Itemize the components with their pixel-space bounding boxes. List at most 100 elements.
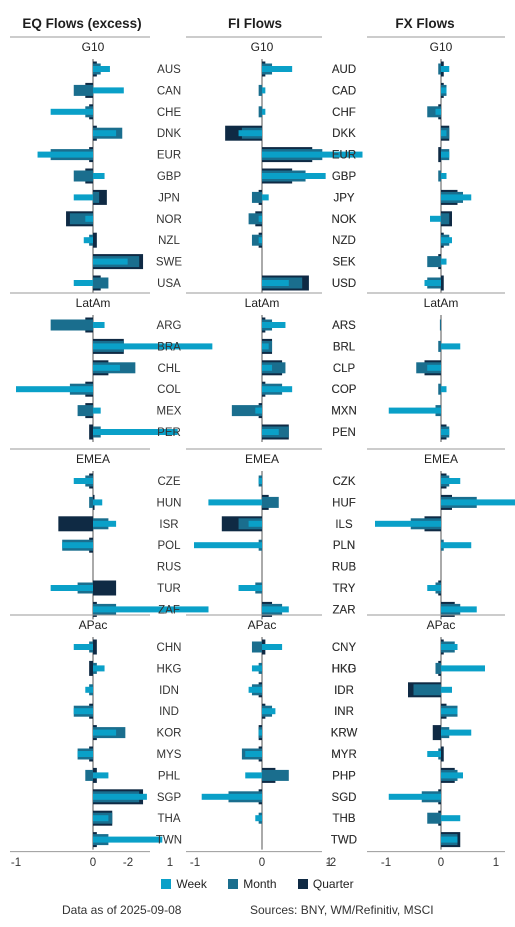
bar-week-chn <box>73 644 93 650</box>
category-label-jpy: JPY <box>333 192 354 204</box>
category-label-chn: CHN <box>157 642 182 654</box>
flows-chart: EQ Flows (excess) G10 AUS CAN CHE DNK EUR GBP JP… <box>10 16 515 869</box>
category-label-can: CAN <box>157 85 181 97</box>
category-label-try: TRY <box>333 583 356 595</box>
fx-category-label-nzd: NZD <box>332 235 356 247</box>
bar-week-clp <box>262 364 273 371</box>
category-label-col: COL <box>157 384 181 396</box>
category-label-ars: ARS <box>332 320 356 332</box>
bar-week-per <box>93 429 178 435</box>
bar-month-idr <box>413 684 441 696</box>
bar-quarter-tur <box>93 580 117 596</box>
fx-category-label-usd: USD <box>332 278 356 290</box>
sources-note: Sources: BNY, WM/Refinitiv, MSCI <box>250 903 434 917</box>
category-label-thb: THB <box>333 813 356 825</box>
fx-category-label-cad: CAD <box>332 85 356 97</box>
bar-week-cny <box>262 644 283 650</box>
bar-week-gbp <box>441 173 447 179</box>
legend-swatch-quarter <box>297 878 308 889</box>
bar-week-aud <box>441 66 450 72</box>
legend-item-week: Week <box>161 877 207 891</box>
category-label-nok: NOK <box>332 214 357 226</box>
legend-item-month: Month <box>228 877 277 891</box>
bar-week-ind <box>73 708 93 715</box>
group-label-apac: APac <box>248 618 277 632</box>
fx-category-label-twd: TWD <box>331 835 357 847</box>
bar-week-czk <box>441 478 461 484</box>
category-label-sgp: SGP <box>157 792 182 804</box>
bar-week-cop <box>262 386 293 393</box>
bar-week-czk <box>258 478 262 484</box>
bar-month-jpy <box>251 191 262 203</box>
bar-week-pen <box>441 429 450 435</box>
fx-category-label-clp: CLP <box>333 363 356 375</box>
bar-month-usa <box>93 277 109 289</box>
fx-category-label-cny: CNY <box>332 642 357 654</box>
bar-week-mys <box>77 751 93 757</box>
category-label-myr: MYR <box>331 749 357 761</box>
bar-month-huf <box>262 496 279 508</box>
category-label-sgd: SGD <box>332 792 357 804</box>
fx-category-label-hkd: HKD <box>332 663 356 675</box>
bar-week-nor <box>85 215 93 222</box>
category-label-mxn: MXN <box>331 406 357 418</box>
category-label-huf: HUF <box>332 497 356 509</box>
bar-week-mxn <box>388 407 441 414</box>
bar-week-thb <box>255 815 262 822</box>
x-tick-label: 1 <box>326 857 332 869</box>
bar-month-brl <box>438 340 441 352</box>
category-label-che: CHE <box>157 107 182 119</box>
fx-category-label-jpy: JPY <box>333 192 354 204</box>
x-tick-label: -2 <box>326 857 336 869</box>
x-tick-label: 0 <box>90 857 96 869</box>
category-label-hkg: HKG <box>332 663 357 675</box>
fx-category-label-myr: MYR <box>331 749 357 761</box>
bar-month-arg <box>50 319 93 331</box>
group-label-emea: EMEA <box>424 452 458 466</box>
category-label-brl: BRL <box>333 341 356 353</box>
bar-week-che <box>50 108 93 115</box>
bar-month-php <box>262 769 289 781</box>
bar-week-zaf <box>93 606 209 613</box>
bar-week-zar <box>441 606 477 613</box>
category-label-cad: CAD <box>332 85 356 97</box>
bar-month-sek <box>427 256 441 268</box>
panel-title-0: EQ Flows (excess) <box>22 16 141 31</box>
bar-month-cop <box>438 383 441 395</box>
category-label-nzl: NZL <box>158 235 180 247</box>
bar-week-swe <box>93 258 128 265</box>
bar-week-dkk <box>441 130 447 137</box>
bar-week-aus <box>93 66 110 72</box>
bar-month-gbp <box>73 170 93 182</box>
x-tick-label: -1 <box>190 857 200 869</box>
bar-week-can <box>93 87 124 94</box>
x-tick-label: 0 <box>259 857 265 869</box>
bar-week-jpy <box>441 194 472 201</box>
bar-quarter-usd <box>441 275 444 291</box>
bar-month-clp <box>262 362 286 374</box>
category-label-gbp: GBP <box>332 171 357 183</box>
bar-week-brl <box>262 343 269 350</box>
bar-month-can <box>73 84 93 96</box>
category-label-twd: TWD <box>331 835 357 847</box>
bar-week-sek <box>441 258 447 265</box>
bar-week-chl <box>93 364 120 371</box>
fx-category-label-idr: IDR <box>334 685 354 697</box>
category-label-twn: TWN <box>156 835 182 847</box>
panel-title-2: FX Flows <box>395 16 454 31</box>
category-label-usa: USA <box>157 278 181 290</box>
category-label-idr: IDR <box>334 685 354 697</box>
bar-week-ars <box>262 322 286 328</box>
fx-category-label-eur: EUR <box>332 150 356 162</box>
fx-category-label-aud: AUD <box>332 64 356 76</box>
category-label-clp: CLP <box>333 363 356 375</box>
bar-week-idr <box>441 686 452 693</box>
bar-week-tur <box>50 585 93 591</box>
category-label-phl: PHL <box>158 770 181 782</box>
bar-month-aud <box>438 63 441 75</box>
fx-category-label-cop: COP <box>332 384 357 396</box>
bar-quarter-eur <box>438 147 441 163</box>
bar-week-huf <box>208 499 262 506</box>
bar-week-idr <box>248 686 262 693</box>
x-tick-label: -1 <box>381 857 391 869</box>
